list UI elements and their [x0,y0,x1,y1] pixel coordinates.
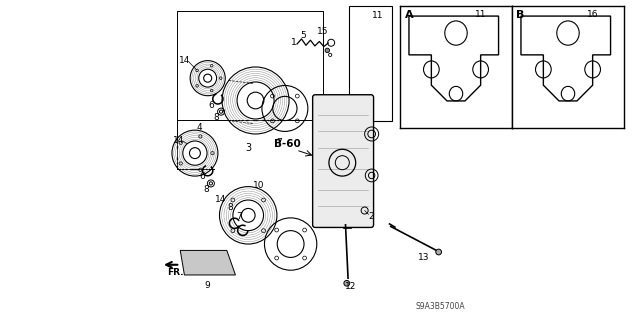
Text: 3: 3 [245,143,252,153]
Text: 15: 15 [317,27,329,36]
Text: 8: 8 [214,113,220,122]
Bar [349,6,392,121]
Text: 14: 14 [179,56,191,65]
Text: 6: 6 [199,172,205,181]
Text: A: A [404,10,413,20]
Text: 9: 9 [205,281,211,290]
Text: 7: 7 [236,212,241,221]
Text: S9A3B5700A: S9A3B5700A [415,302,465,311]
Text: B-60: B-60 [274,139,301,149]
Text: 6: 6 [209,101,214,110]
Text: 2: 2 [369,212,374,221]
Text: 1: 1 [291,38,297,47]
Text: 14: 14 [215,195,227,204]
Text: 10: 10 [253,181,264,190]
Polygon shape [180,250,236,275]
Text: 8: 8 [228,204,234,212]
Text: 11: 11 [372,11,383,20]
Text: 12: 12 [345,282,356,291]
Text: 7: 7 [276,138,282,147]
Text: 16: 16 [587,10,598,19]
Text: 14: 14 [173,136,185,145]
Text: FR.: FR. [168,268,184,277]
Text: 11: 11 [475,10,486,19]
Circle shape [325,48,330,53]
Circle shape [344,280,349,286]
Text: 13: 13 [418,253,429,262]
Text: B: B [516,10,525,20]
FancyBboxPatch shape [313,95,374,227]
Text: 5: 5 [301,31,307,40]
Text: 8: 8 [203,185,209,194]
Text: 4: 4 [197,123,202,132]
Circle shape [436,249,442,255]
